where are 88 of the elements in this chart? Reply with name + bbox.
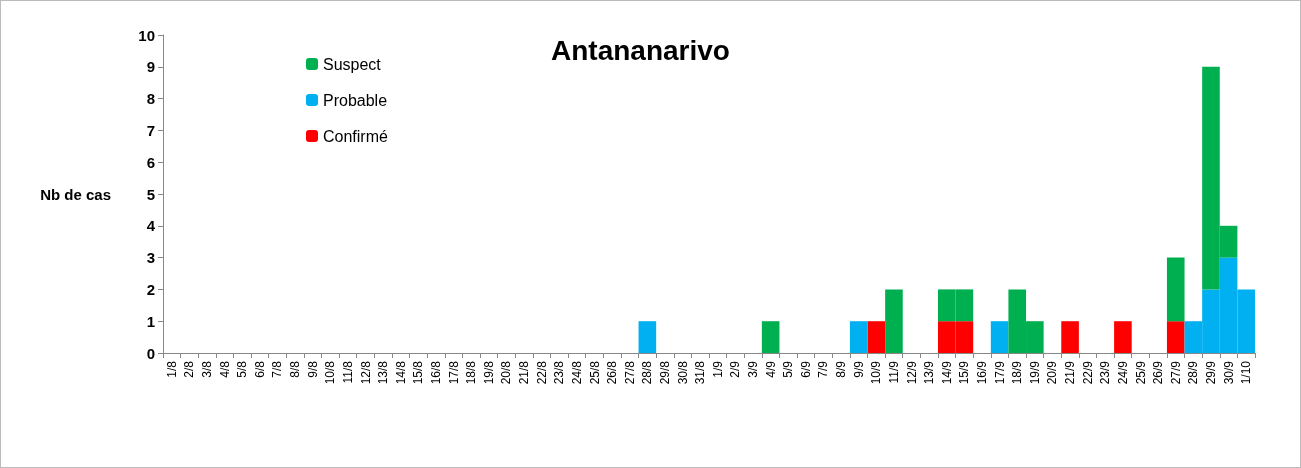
x-tick-label: 23/8 bbox=[552, 360, 567, 385]
y-tick-label: 6 bbox=[146, 153, 155, 171]
x-tick-label: 7/9 bbox=[816, 360, 831, 378]
x-tick-label: 19/9 bbox=[1027, 360, 1042, 385]
x-tick-label: 7/8 bbox=[270, 360, 285, 378]
x-tick-label: 28/8 bbox=[640, 360, 655, 385]
x-tick-label: 11/8 bbox=[340, 360, 355, 384]
x-tick-label: 5/9 bbox=[781, 360, 796, 378]
chart-title: Antananarivo bbox=[551, 34, 730, 66]
x-tick-label: 20/8 bbox=[499, 360, 514, 385]
bar bbox=[1061, 321, 1079, 353]
y-tick-label: 1 bbox=[146, 312, 155, 330]
legend-label: Confirmé bbox=[323, 127, 389, 145]
x-tick-label: 8/8 bbox=[288, 360, 303, 378]
x-tick-label: 11/9 bbox=[886, 360, 901, 384]
bar bbox=[1114, 321, 1132, 353]
x-tick-label: 22/9 bbox=[1080, 360, 1095, 385]
x-tick-label: 29/8 bbox=[657, 360, 672, 385]
bar bbox=[849, 321, 868, 353]
x-tick-label: 16/9 bbox=[975, 360, 989, 385]
x-tick-label: 21/8 bbox=[517, 360, 532, 385]
x-tick-label: 25/9 bbox=[1133, 360, 1148, 385]
y-axis-title: Nb de cas bbox=[40, 185, 111, 203]
x-tick-label: 10/8 bbox=[323, 360, 338, 385]
x-tick-label: 12/8 bbox=[358, 360, 373, 385]
x-tick-label: 12/9 bbox=[904, 360, 919, 385]
bar bbox=[885, 289, 903, 353]
x-tick-label: 4/8 bbox=[217, 360, 232, 378]
x-tick-label: 20/9 bbox=[1045, 360, 1060, 385]
x-tick-label: 16/8 bbox=[429, 360, 443, 385]
x-tick-label: 3/9 bbox=[746, 360, 761, 378]
legend-label: Probable bbox=[323, 91, 388, 109]
x-tick-label: 1/9 bbox=[710, 360, 725, 378]
legend-label: Suspect bbox=[323, 55, 382, 73]
x-tick-label: 23/9 bbox=[1098, 360, 1113, 385]
x-tick-label: 14/8 bbox=[393, 360, 408, 385]
x-tick-label: 6/9 bbox=[798, 360, 813, 378]
x-tick-label: 9/9 bbox=[851, 360, 866, 378]
x-tick-label: 18/9 bbox=[1010, 360, 1025, 385]
bar bbox=[867, 321, 886, 353]
y-tick-label: 2 bbox=[146, 280, 155, 298]
x-tick-label: 9/8 bbox=[305, 360, 320, 378]
x-tick-label: 3/8 bbox=[200, 360, 215, 378]
x-tick-label: 17/8 bbox=[446, 360, 461, 385]
x-tick-label: 24/8 bbox=[569, 360, 584, 385]
x-tick-label: 14/9 bbox=[939, 360, 954, 385]
x-tick-label: 21/9 bbox=[1063, 360, 1078, 385]
x-tick-label: 19/8 bbox=[481, 360, 496, 385]
x-tick-label: 4/9 bbox=[763, 360, 778, 378]
x-tick-label: 1/10 bbox=[1239, 360, 1254, 385]
x-tick-label: 24/9 bbox=[1115, 360, 1130, 385]
x-tick-label: 31/8 bbox=[693, 360, 708, 385]
x-tick-label: 26/8 bbox=[605, 360, 620, 385]
y-tick-label: 4 bbox=[146, 217, 156, 235]
x-tick-label: 8/9 bbox=[834, 360, 849, 378]
x-tick-label: 26/9 bbox=[1151, 360, 1166, 385]
x-tick-label: 27/9 bbox=[1168, 360, 1183, 385]
x-tick-label: 6/8 bbox=[252, 360, 267, 378]
bar bbox=[761, 321, 780, 353]
x-tick-label: 30/9 bbox=[1221, 360, 1236, 385]
y-tick-label: 0 bbox=[146, 344, 155, 362]
y-tick-label: 7 bbox=[146, 121, 155, 139]
x-tick-label: 15/9 bbox=[957, 360, 972, 385]
x-tick-label: 13/9 bbox=[922, 360, 937, 385]
x-tick-label: 15/8 bbox=[411, 360, 426, 385]
x-tick-label: 30/8 bbox=[675, 360, 690, 385]
x-tick-label: 22/8 bbox=[534, 360, 549, 385]
bar bbox=[1166, 257, 1185, 322]
x-tick-label: 17/9 bbox=[992, 360, 1007, 385]
x-tick-label: 2/9 bbox=[728, 360, 743, 378]
x-tick-label: 2/8 bbox=[182, 360, 197, 378]
x-tick-label: 18/8 bbox=[464, 360, 479, 385]
y-tick-label: 3 bbox=[146, 249, 155, 267]
y-tick-label: 8 bbox=[146, 90, 155, 108]
x-tick-label: 10/9 bbox=[869, 360, 884, 385]
x-tick-label: 1/8 bbox=[164, 360, 179, 378]
x-tick-label: 29/9 bbox=[1203, 360, 1218, 385]
x-tick-label: 5/8 bbox=[235, 360, 250, 378]
y-tick-label: 10 bbox=[138, 26, 155, 44]
bar bbox=[990, 321, 1009, 353]
bar bbox=[1166, 321, 1185, 353]
x-tick-label: 27/8 bbox=[622, 360, 637, 385]
y-tick-label: 9 bbox=[146, 58, 155, 76]
x-tick-label: 25/8 bbox=[587, 360, 602, 385]
x-tick-label: 28/9 bbox=[1186, 360, 1201, 385]
bar bbox=[638, 321, 657, 353]
y-tick-label: 5 bbox=[146, 185, 155, 203]
x-tick-label: 13/8 bbox=[376, 360, 391, 385]
